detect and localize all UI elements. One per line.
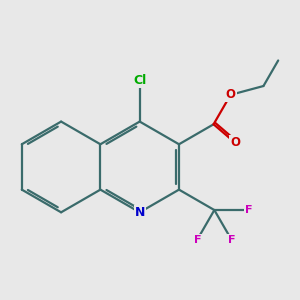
Text: O: O: [230, 136, 240, 149]
Text: F: F: [228, 235, 235, 244]
Text: F: F: [194, 235, 201, 244]
Text: Cl: Cl: [133, 74, 146, 87]
Text: F: F: [244, 205, 252, 215]
Text: N: N: [134, 206, 145, 219]
Text: O: O: [226, 88, 236, 101]
